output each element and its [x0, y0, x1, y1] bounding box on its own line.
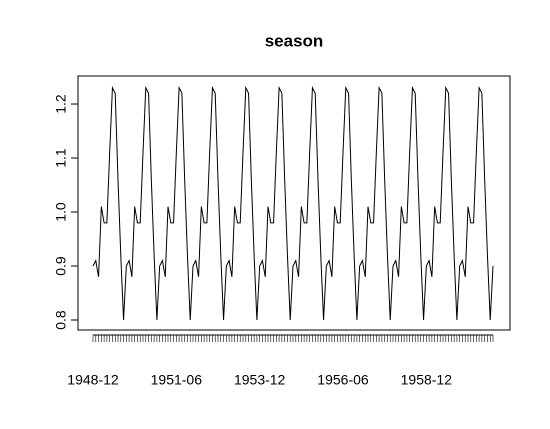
plot-box [77, 75, 511, 331]
x-tick-label: 1948-12 [67, 372, 119, 388]
x-tick-label: 1951-06 [151, 372, 203, 388]
x-tick-label: 1958-12 [401, 372, 453, 388]
y-tick-label: 1.0 [53, 202, 69, 222]
y-tick-label: 1.2 [53, 94, 69, 114]
series-line [92, 85, 494, 321]
y-tick-label: 0.8 [53, 310, 69, 330]
x-tick-label: 1956-06 [317, 372, 369, 388]
y-tick-label: 0.9 [53, 256, 69, 276]
y-tick-label: 1.1 [53, 148, 69, 168]
x-tick-label: 1953-12 [234, 372, 286, 388]
chart-title: season [265, 31, 324, 50]
